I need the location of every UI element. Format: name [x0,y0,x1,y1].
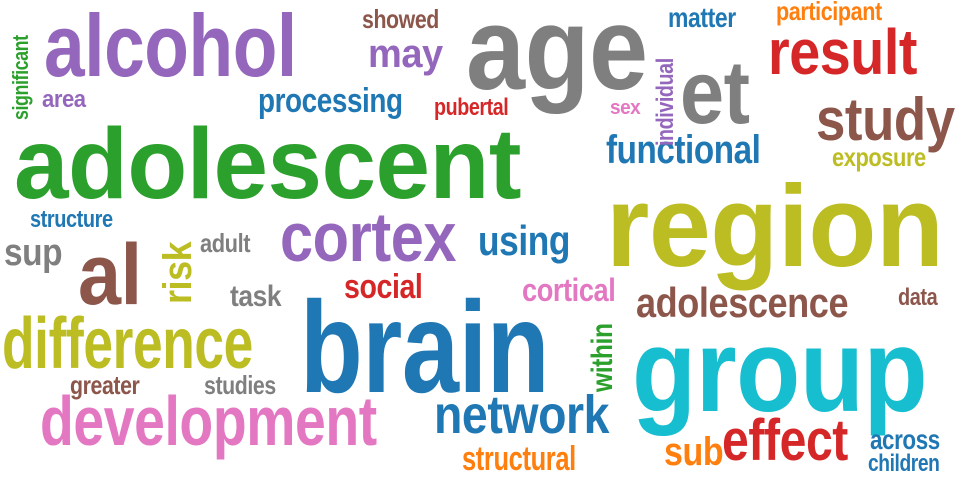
word-greater: greater [70,370,140,400]
word-data: data [898,284,938,311]
word-sex: sex [610,97,641,119]
word-pubertal: pubertal [434,94,509,121]
word-adolescent: adolescent [14,108,522,220]
word-study: study [816,86,955,153]
word-cortical: cortical [522,272,616,308]
word-result: result [768,16,918,88]
word-sub: sub [664,430,724,474]
word-showed: showed [362,4,439,34]
word-processing: processing [258,82,403,120]
word-network: network [434,385,610,445]
word-using: using [478,217,570,264]
word-significant: significant [8,35,33,120]
word-across: across [870,424,940,455]
word-development: development [40,382,377,460]
word-may: may [368,32,443,76]
word-effect: effect [722,408,848,473]
word-risk: risk [156,241,200,304]
word-structure: structure [30,206,113,233]
word-area: area [42,86,86,113]
word-functional: functional [606,128,761,172]
word-children: children [868,450,940,477]
word-task: task [230,280,282,313]
word-region: region [606,161,944,291]
word-alcohol: alcohol [44,0,297,95]
word-brain: brain [300,274,550,420]
word-participant: participant [776,0,882,26]
word-cortex: cortex [280,198,457,276]
word-al: al [78,227,142,323]
word-adult: adult [200,228,251,258]
word-difference: difference [2,304,253,384]
word-individual: individual [652,58,679,146]
word-within: within [586,323,619,392]
word-age: age [466,0,648,115]
word-studies: studies [204,370,276,400]
word-group: group [632,305,928,437]
word-social: social [344,268,423,306]
word-sup: sup [4,232,63,274]
word-et: et [680,43,750,143]
word-matter: matter [668,2,736,33]
word-structural: structural [462,440,576,478]
word-exposure: exposure [832,142,926,172]
word-adolescence: adolescence [636,279,849,326]
